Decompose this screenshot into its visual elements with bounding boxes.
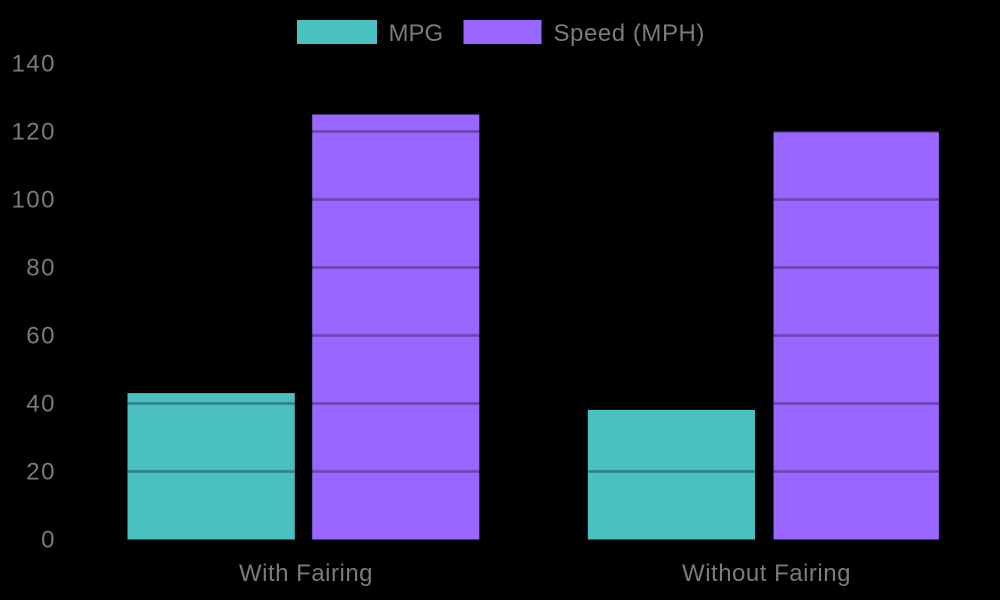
svg-text:40: 40 xyxy=(26,391,56,418)
svg-text:MPG: MPG xyxy=(389,20,444,47)
svg-text:100: 100 xyxy=(11,187,56,214)
svg-text:Without Fairing: Without Fairing xyxy=(682,560,851,587)
svg-text:60: 60 xyxy=(26,323,56,350)
svg-text:120: 120 xyxy=(11,119,56,146)
svg-text:20: 20 xyxy=(26,459,56,486)
svg-text:0: 0 xyxy=(41,527,56,554)
svg-text:Speed (MPH): Speed (MPH) xyxy=(554,20,705,47)
svg-text:80: 80 xyxy=(26,255,56,282)
svg-text:140: 140 xyxy=(11,51,56,78)
svg-text:With Fairing: With Fairing xyxy=(239,560,373,587)
